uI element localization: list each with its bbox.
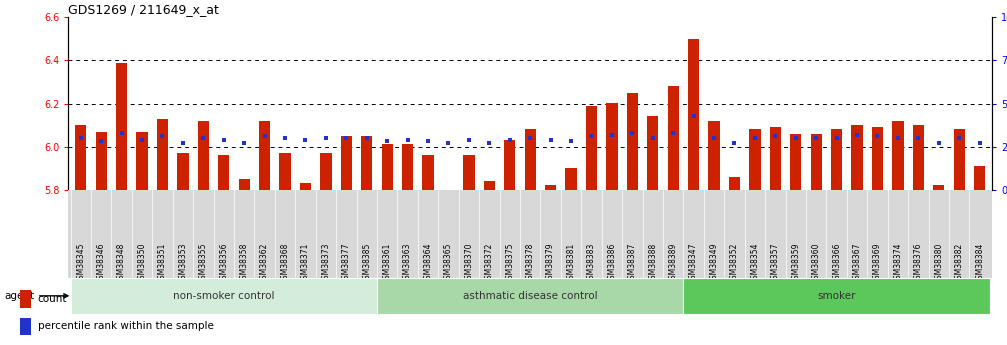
Bar [483, 181, 495, 190]
Text: GDS1269 / 211649_x_at: GDS1269 / 211649_x_at [68, 3, 220, 16]
Bar [362, 136, 373, 190]
Text: asthmatic disease control: asthmatic disease control [463, 291, 597, 301]
Bar [749, 129, 760, 190]
Bar [177, 153, 188, 190]
Bar [320, 153, 331, 190]
Bar [402, 145, 413, 190]
Bar [300, 183, 311, 190]
Bar [525, 129, 536, 190]
Bar [76, 125, 87, 190]
Bar [463, 155, 474, 190]
Bar [912, 125, 924, 190]
Bar [340, 136, 351, 190]
Bar [668, 86, 679, 190]
Text: count: count [37, 294, 67, 304]
Bar [259, 121, 270, 190]
Bar [974, 166, 985, 190]
Bar [565, 168, 577, 190]
Bar [116, 62, 127, 190]
Bar [852, 125, 863, 190]
Bar [96, 131, 107, 190]
Bar [70, 278, 377, 314]
Bar [892, 121, 903, 190]
Bar [648, 117, 659, 190]
Bar [20, 317, 31, 335]
Bar [729, 177, 740, 190]
Bar [279, 153, 291, 190]
Bar [586, 106, 597, 190]
Bar [136, 131, 148, 190]
Bar [157, 119, 168, 190]
Bar [933, 185, 945, 190]
Text: non-smoker control: non-smoker control [173, 291, 275, 301]
Text: smoker: smoker [818, 291, 856, 301]
Bar [422, 155, 434, 190]
Bar [769, 127, 781, 190]
Bar [954, 129, 965, 190]
Bar [239, 179, 250, 190]
Bar [709, 121, 720, 190]
Bar [545, 185, 556, 190]
Bar [606, 104, 617, 190]
Bar [684, 278, 990, 314]
Bar [831, 129, 842, 190]
Bar [197, 121, 208, 190]
Text: agent: agent [4, 291, 67, 301]
Bar [20, 290, 31, 308]
Text: percentile rank within the sample: percentile rank within the sample [37, 322, 213, 332]
Bar [377, 278, 684, 314]
Bar [811, 134, 822, 190]
Bar [872, 127, 883, 190]
Bar [626, 93, 638, 190]
Bar [505, 140, 516, 190]
Bar [219, 155, 230, 190]
Bar [382, 145, 393, 190]
Bar [688, 39, 699, 190]
Bar [790, 134, 802, 190]
